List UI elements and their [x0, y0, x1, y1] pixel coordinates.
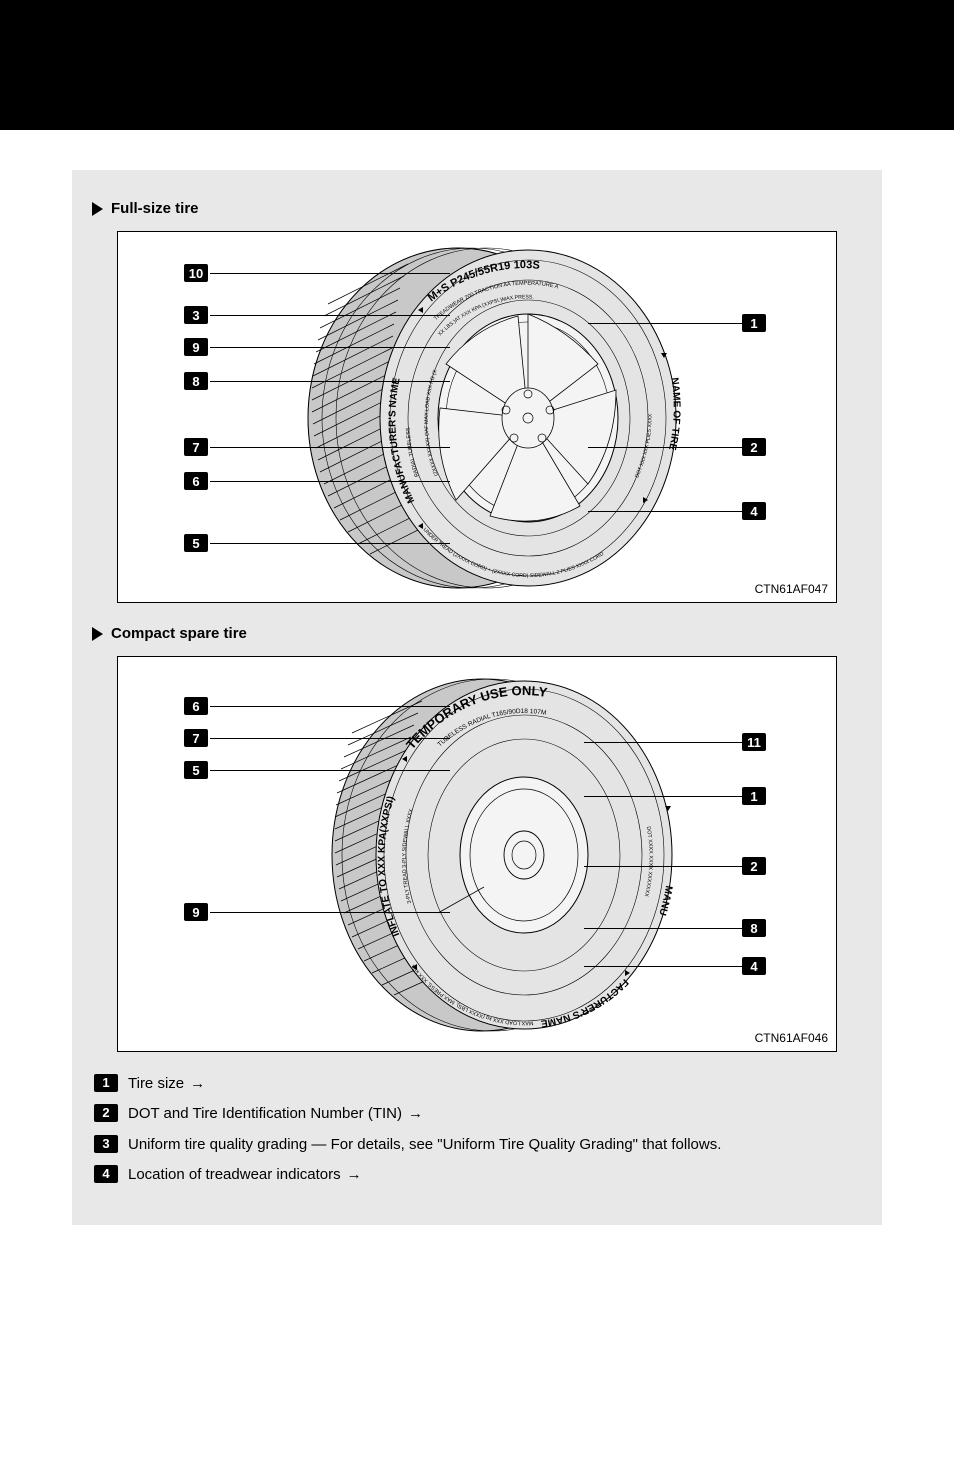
leader-line — [210, 543, 450, 544]
page-content: Full-size tire — [0, 130, 954, 1225]
triangle-bullet-icon — [92, 627, 103, 641]
leader-line — [210, 912, 450, 913]
legend-row: 4 Location of treadwear indicators→ — [94, 1165, 862, 1185]
callout-8: 8 — [742, 919, 766, 937]
legend-number: 3 — [94, 1135, 118, 1153]
leader-line — [584, 928, 742, 929]
fig2-code: CTN61AF046 — [755, 1031, 828, 1045]
callout-2: 2 — [742, 857, 766, 875]
callout-5: 5 — [184, 534, 208, 552]
triangle-bullet-icon — [92, 202, 103, 216]
legend-text: DOT and Tire Identification Number (TIN)… — [128, 1104, 862, 1124]
content-panel: Full-size tire — [72, 170, 882, 1225]
callout-1: 1 — [742, 314, 766, 332]
arrow-right-icon: → — [347, 1165, 362, 1185]
callout-6: 6 — [184, 472, 208, 490]
leader-line — [210, 347, 450, 348]
callout-3: 3 — [184, 306, 208, 324]
callout-10: 10 — [184, 264, 208, 282]
leader-line — [584, 966, 742, 967]
callout-8: 8 — [184, 372, 208, 390]
legend-text: Tire size→ — [128, 1074, 862, 1094]
arrow-right-icon: → — [408, 1104, 423, 1124]
callout-6: 6 — [184, 697, 208, 715]
fig1-code: CTN61AF047 — [755, 582, 828, 596]
callout-9: 9 — [184, 338, 208, 356]
leader-line — [584, 866, 742, 867]
callout-2: 2 — [742, 438, 766, 456]
leader-line — [210, 447, 450, 448]
legend-list: 1 Tire size→ 2 DOT and Tire Identification … — [92, 1074, 862, 1185]
callout-5: 5 — [184, 761, 208, 779]
subtitle-fullsize-text: Full-size tire — [111, 200, 199, 217]
legend-row: 2 DOT and Tire Identification Number (TIN… — [94, 1104, 862, 1124]
callout-4: 4 — [742, 957, 766, 975]
legend-text: Location of treadwear indicators→ — [128, 1165, 862, 1185]
leader-line — [210, 315, 450, 316]
legend-number: 2 — [94, 1104, 118, 1122]
callout-7: 7 — [184, 729, 208, 747]
leader-line — [210, 738, 450, 739]
subtitle-spare: Compact spare tire — [92, 625, 862, 642]
figure-spare-tire: TEMPORARY USE ONLY TUBELESS RADIAL T165/… — [117, 656, 837, 1052]
leader-line — [588, 447, 742, 448]
leader-line — [588, 511, 742, 512]
leader-line — [584, 742, 742, 743]
legend-row: 3 Uniform tire quality grading — For deta… — [94, 1135, 862, 1155]
tire-spare-drawing: TEMPORARY USE ONLY TUBELESS RADIAL T165/… — [268, 673, 688, 1037]
legend-text: Uniform tire quality grading — For detai… — [128, 1135, 862, 1155]
arrow-right-icon: → — [190, 1074, 205, 1094]
subtitle-spare-text: Compact spare tire — [111, 625, 247, 642]
leader-line — [210, 770, 450, 771]
leader-line — [210, 706, 450, 707]
leader-line — [588, 323, 742, 324]
callout-4: 4 — [742, 502, 766, 520]
legend-row: 1 Tire size→ — [94, 1074, 862, 1094]
callout-9: 9 — [184, 903, 208, 921]
leader-line — [210, 273, 450, 274]
callout-1: 1 — [742, 787, 766, 805]
legend-number: 4 — [94, 1165, 118, 1183]
tire-fullsize-drawing: M+S P245/55R19 103S TREADWEAR 200 TRACTI… — [268, 244, 688, 592]
callout-7: 7 — [184, 438, 208, 456]
leader-line — [210, 481, 450, 482]
header-black-bar — [0, 0, 954, 130]
figure-fullsize-tire: M+S P245/55R19 103S TREADWEAR 200 TRACTI… — [117, 231, 837, 603]
leader-line — [210, 381, 450, 382]
leader-line — [584, 796, 742, 797]
callout-11: 11 — [742, 733, 766, 751]
legend-number: 1 — [94, 1074, 118, 1092]
subtitle-fullsize: Full-size tire — [92, 200, 862, 217]
